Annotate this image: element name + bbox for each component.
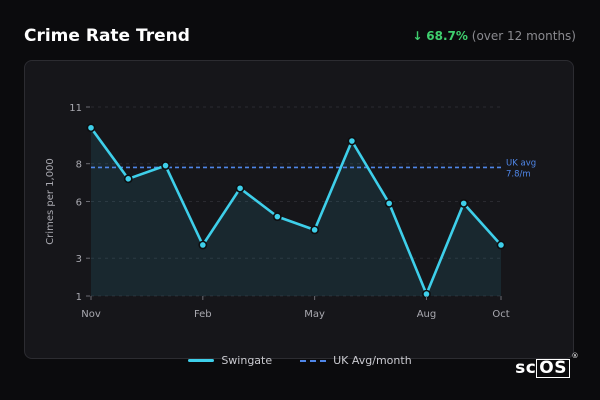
data-point — [86, 123, 96, 133]
y-tick-label: 11 — [69, 103, 82, 114]
legend-label-swingate: Swingate — [221, 354, 273, 367]
data-point — [272, 212, 282, 222]
data-point — [235, 183, 245, 193]
x-tick-label: Nov — [81, 309, 101, 320]
brand-logo-boxed: OS — [536, 359, 570, 378]
legend-dashed-line-icon — [300, 359, 327, 362]
area-fill — [91, 127, 501, 296]
data-point — [161, 161, 170, 170]
data-point — [310, 225, 320, 235]
chart-card — [24, 60, 574, 359]
x-tick-label: Aug — [417, 309, 437, 320]
legend-solid-line-icon — [188, 359, 215, 362]
data-point — [384, 198, 394, 208]
series-line-swingate — [89, 127, 502, 296]
y-tick-label: 1 — [76, 292, 82, 303]
average-value-label: 7.8/m — [506, 169, 531, 179]
legend-item-uk-avg[interactable]: UK Avg/month — [300, 354, 412, 367]
chart-legend: Swingate UK Avg/month — [0, 354, 600, 367]
data-points — [86, 123, 506, 299]
y-tick-label: 3 — [76, 254, 82, 265]
trend-period-note: (over 12 months) — [471, 29, 576, 43]
legend-label-uk-avg: UK Avg/month — [333, 354, 412, 367]
trend-down-arrow-icon: ↓ — [412, 29, 423, 43]
grid-lines — [91, 106, 501, 297]
x-axis-ticks: Nov Feb May Aug Oct — [81, 296, 510, 320]
trend-summary: ↓ 68.7% (over 12 months) — [412, 29, 576, 43]
data-point — [496, 240, 506, 250]
data-point — [198, 240, 208, 250]
y-tick-label: 6 — [76, 198, 82, 209]
brand-logo-prefix: sc — [515, 358, 537, 378]
brand-registered-mark: ® — [571, 352, 579, 360]
data-point — [123, 174, 133, 184]
x-tick-label: May — [304, 309, 325, 320]
x-tick-label: Feb — [194, 309, 212, 320]
y-axis-ticks: 1 3 6 8 11 — [69, 103, 90, 303]
data-point — [459, 198, 469, 208]
data-point — [347, 136, 357, 146]
chart-title: Crime Rate Trend — [24, 26, 190, 46]
brand-logo: sc OS ® — [515, 352, 579, 378]
average-label: UK avg — [506, 158, 536, 168]
y-axis-label: Crimes per 1,000 — [45, 158, 56, 245]
legend-item-swingate[interactable]: Swingate — [188, 354, 272, 367]
trend-percentage: 68.7% — [426, 29, 468, 43]
x-tick-label: Oct — [492, 309, 509, 320]
y-tick-label: 8 — [76, 160, 82, 171]
